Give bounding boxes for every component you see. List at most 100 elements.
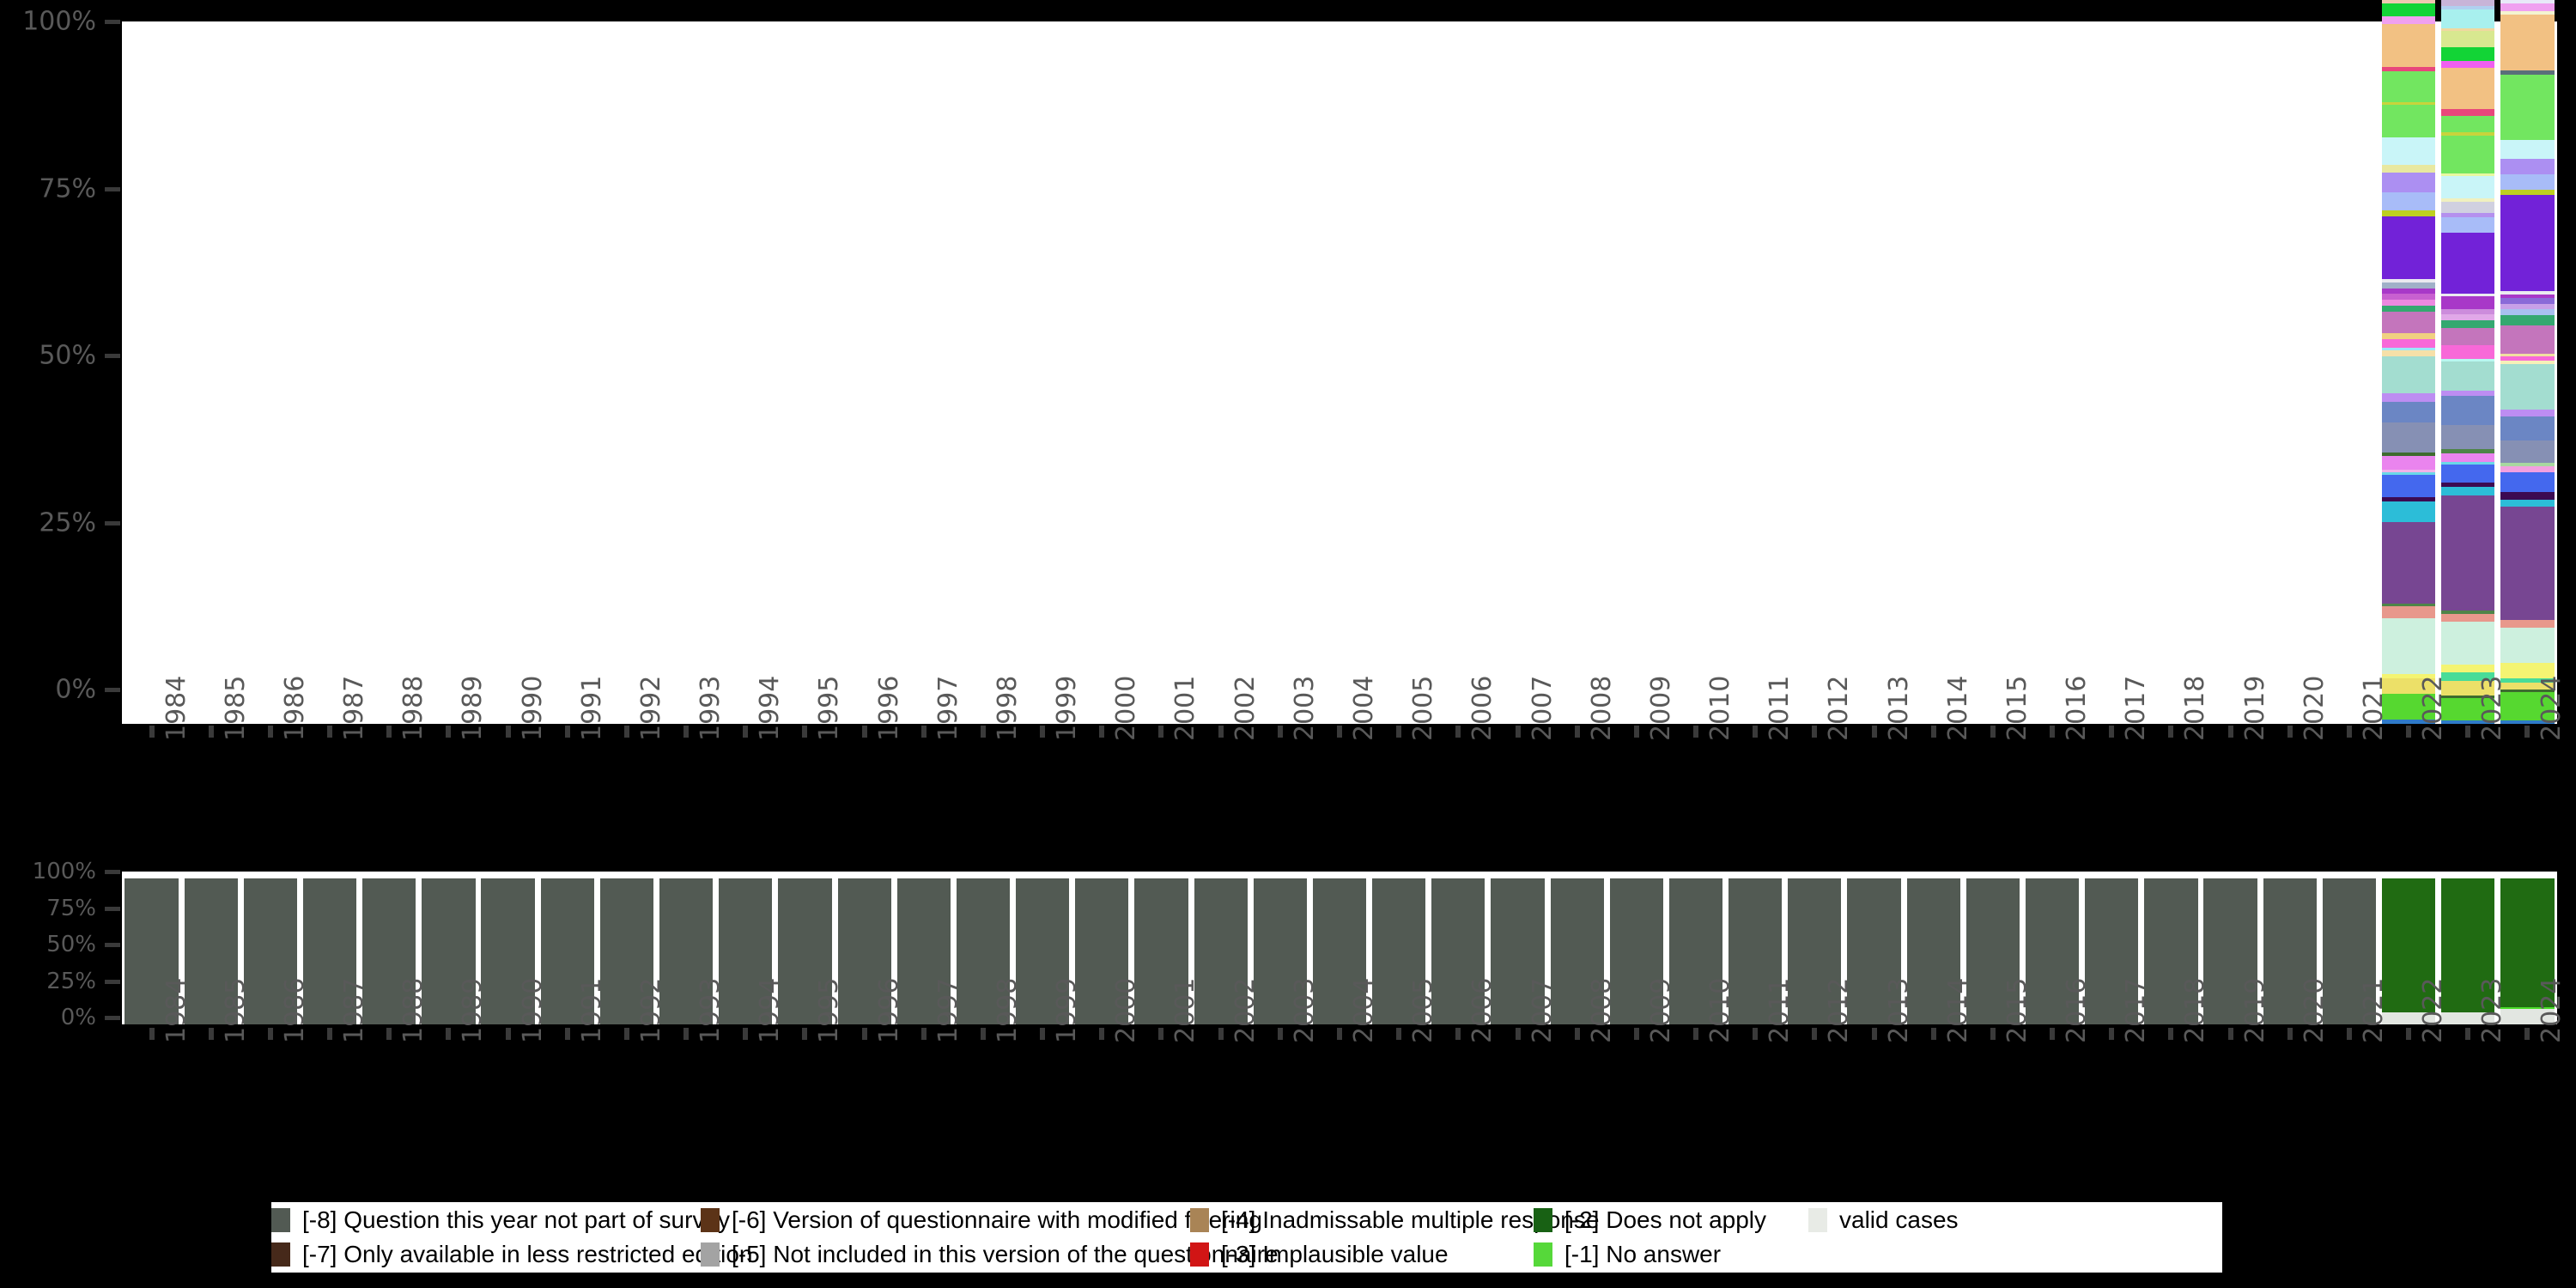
bar-2021[interactable] <box>2322 878 2377 1024</box>
bar-1995[interactable] <box>778 878 832 1024</box>
bar-segment <box>1016 878 1070 1024</box>
bar-segment <box>1075 878 1129 1024</box>
bar-segment <box>2500 174 2555 191</box>
legend-item[interactable]: [-5] Not included in this version of the… <box>701 1237 1279 1272</box>
bar-2024[interactable] <box>2500 0 2555 724</box>
bar-segment <box>1134 878 1188 1024</box>
x-axis-tick-mark <box>1158 726 1164 738</box>
bar-2016[interactable] <box>2025 878 2080 1024</box>
bar-2023[interactable] <box>2441 0 2495 724</box>
bar-segment <box>2381 475 2436 497</box>
bar-1998[interactable] <box>956 878 1011 1024</box>
bar-1999[interactable] <box>1016 878 1070 1024</box>
bar-1988[interactable] <box>362 878 416 1024</box>
x-axis-tick-mark <box>1633 726 1639 738</box>
x-axis-tick-mark <box>1040 1028 1046 1040</box>
bar-2005[interactable] <box>1372 878 1426 1024</box>
x-axis-tick-mark <box>2465 1028 2471 1040</box>
bar-segment <box>2441 611 2495 614</box>
bar-1991[interactable] <box>540 878 594 1024</box>
bar-segment <box>2441 1012 2495 1024</box>
x-axis-tick-mark <box>2227 726 2233 738</box>
bar-segment <box>2381 24 2436 68</box>
bar-1990[interactable] <box>481 878 535 1024</box>
x-axis-tick-mark <box>1099 726 1105 738</box>
bar-2018[interactable] <box>2144 878 2198 1024</box>
bar-segment <box>2500 466 2555 473</box>
legend-item[interactable]: [-7] Only available in less restricted e… <box>271 1237 752 1272</box>
legend-item[interactable]: [-6] Version of questionnaire with modif… <box>701 1203 1262 1237</box>
legend-label: [-3] Implausible value <box>1221 1241 1449 1267</box>
bar-segment <box>2441 665 2495 673</box>
legend-item[interactable]: [-8] Question this year not part of surv… <box>271 1203 730 1237</box>
bar-2019[interactable] <box>2203 878 2257 1024</box>
bar-2001[interactable] <box>1134 878 1188 1024</box>
bar-segment <box>422 878 476 1024</box>
x-axis-tick-mark <box>1277 1028 1283 1040</box>
x-axis-tick-mark <box>623 726 629 738</box>
bar-segment <box>2500 1009 2555 1024</box>
bar-1985[interactable] <box>184 878 238 1024</box>
bar-2009[interactable] <box>1609 878 1663 1024</box>
bar-1992[interactable] <box>599 878 654 1024</box>
bar-segment <box>2500 472 2555 493</box>
bar-1993[interactable] <box>659 878 714 1024</box>
x-axis-tick-mark <box>267 1028 273 1040</box>
bar-1994[interactable] <box>719 878 773 1024</box>
legend-item[interactable]: [-3] Implausible value <box>1190 1237 1534 1272</box>
y-axis-tick-label: 75% <box>39 173 96 204</box>
bar-2022[interactable] <box>2381 0 2436 724</box>
bar-2004[interactable] <box>1312 878 1367 1024</box>
y-axis-tick-label: 50% <box>39 340 96 371</box>
legend-item[interactable]: [-1] No answer <box>1534 1237 1808 1272</box>
bar-segment <box>2500 878 2555 1007</box>
y-axis-tick-mark <box>105 20 120 24</box>
bar-2012[interactable] <box>1788 878 1842 1024</box>
bar-2013[interactable] <box>1847 878 1901 1024</box>
bar-2010[interactable] <box>1668 878 1723 1024</box>
bar-2022[interactable] <box>2381 878 2436 1024</box>
bar-2003[interactable] <box>1253 878 1307 1024</box>
bar-1996[interactable] <box>837 878 891 1024</box>
bar-2020[interactable] <box>2263 878 2317 1024</box>
bar-1986[interactable] <box>243 878 298 1024</box>
bar-segment <box>2441 27 2495 32</box>
bar-2017[interactable] <box>2085 878 2139 1024</box>
legend-item[interactable]: [-4] Inadmissable multiple response <box>1190 1203 1599 1237</box>
bar-2014[interactable] <box>1906 878 1960 1024</box>
bar-2024[interactable] <box>2500 878 2555 1024</box>
x-axis-tick-mark <box>743 726 749 738</box>
x-axis-tick-mark <box>1871 726 1877 738</box>
bar-segment <box>837 878 891 1024</box>
legend-item[interactable]: valid cases <box>1808 1203 2032 1237</box>
bar-segment <box>2381 674 2436 679</box>
bar-2002[interactable] <box>1194 878 1248 1024</box>
bar-segment <box>2500 662 2555 679</box>
legend-item[interactable]: [-2] Does not apply <box>1534 1203 1808 1237</box>
y-axis-tick-label: 25% <box>39 507 96 538</box>
bar-2008[interactable] <box>1550 878 1604 1024</box>
bar-2000[interactable] <box>1075 878 1129 1024</box>
x-axis-tick-mark <box>505 726 511 738</box>
bar-2006[interactable] <box>1431 878 1485 1024</box>
x-axis-tick-mark <box>386 1028 392 1040</box>
bar-1989[interactable] <box>422 878 476 1024</box>
legend-swatch-icon <box>701 1242 720 1267</box>
bar-segment <box>2441 109 2495 116</box>
bar-1987[interactable] <box>302 878 357 1024</box>
bar-1997[interactable] <box>896 878 951 1024</box>
bar-1984[interactable] <box>125 878 179 1024</box>
bar-segment <box>956 878 1011 1024</box>
x-axis-tick-mark <box>1930 726 1936 738</box>
bar-segment <box>540 878 594 1024</box>
bar-segment <box>2381 105 2436 137</box>
bar-2011[interactable] <box>1728 878 1783 1024</box>
bar-2007[interactable] <box>1491 878 1545 1024</box>
bar-segment <box>2381 472 2436 476</box>
x-axis-tick-mark <box>2109 726 2115 738</box>
x-axis-tick-mark <box>149 1028 155 1040</box>
bar-segment <box>2381 1012 2436 1024</box>
bar-2023[interactable] <box>2441 878 2495 1024</box>
bar-segment <box>2381 496 2436 502</box>
bar-2015[interactable] <box>1965 878 2020 1024</box>
